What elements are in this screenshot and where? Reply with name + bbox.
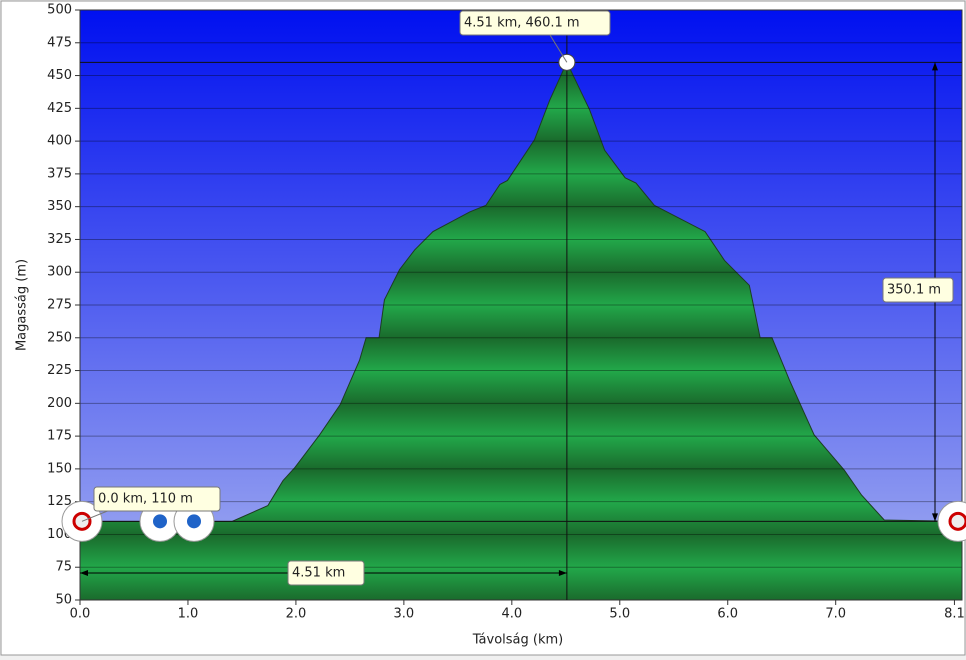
y-tick-label: 125 xyxy=(47,494,72,509)
x-tick-label: 6.0 xyxy=(717,607,738,622)
y-tick-label: 75 xyxy=(55,560,72,575)
y-tick-label: 475 xyxy=(47,35,72,50)
y-tick-label: 400 xyxy=(47,134,72,149)
y-tick-label: 150 xyxy=(47,461,72,476)
y-tick-label: 450 xyxy=(47,68,72,83)
elevation-area xyxy=(79,61,963,601)
waypoint-icon xyxy=(153,514,167,529)
height-label-box xyxy=(882,277,954,303)
route-marker-icon xyxy=(948,511,966,531)
start-label: 0.0 km, 110 m xyxy=(98,492,193,507)
waypoint-icon xyxy=(187,514,201,529)
x-tick-label: 3.0 xyxy=(394,607,415,622)
y-axis-label: Magasság (m) xyxy=(15,259,30,351)
height-label: 350.1 m xyxy=(887,283,941,298)
y-tick-label: 325 xyxy=(47,232,72,247)
y-tick-label: 300 xyxy=(47,265,72,280)
y-tick-label: 50 xyxy=(55,593,72,608)
callout-leader xyxy=(81,509,111,522)
y-tick-label: 425 xyxy=(47,101,72,116)
x-tick-label: 2.0 xyxy=(286,607,307,622)
x-tick-label: 1.0 xyxy=(178,607,199,622)
y-tick-label: 200 xyxy=(47,396,72,411)
x-tick-label: 8.1 xyxy=(944,607,965,622)
y-tick-label: 350 xyxy=(47,199,72,214)
plot-frame xyxy=(79,9,963,601)
x-tick-label: 4.0 xyxy=(501,607,522,622)
y-tick-label: 225 xyxy=(47,363,72,378)
y-tick-label: 275 xyxy=(47,298,72,313)
y-tick-label: 500 xyxy=(47,3,72,18)
y-tick-label: 250 xyxy=(47,330,72,345)
start-label-box xyxy=(93,486,221,512)
callout-leader xyxy=(549,34,568,63)
x-axis-label: Távolság (km) xyxy=(472,633,563,648)
peak-label-box xyxy=(459,10,611,36)
peak-label: 4.51 km, 460.1 m xyxy=(464,16,580,31)
y-tick-label: 175 xyxy=(47,429,72,444)
x-tick-label: 5.0 xyxy=(609,607,630,622)
x-tick-label: 0.0 xyxy=(70,607,91,622)
y-tick-label: 375 xyxy=(47,166,72,181)
distance-label-box xyxy=(287,560,365,586)
x-tick-label: 7.0 xyxy=(825,607,846,622)
distance-label: 4.51 km xyxy=(292,566,345,581)
